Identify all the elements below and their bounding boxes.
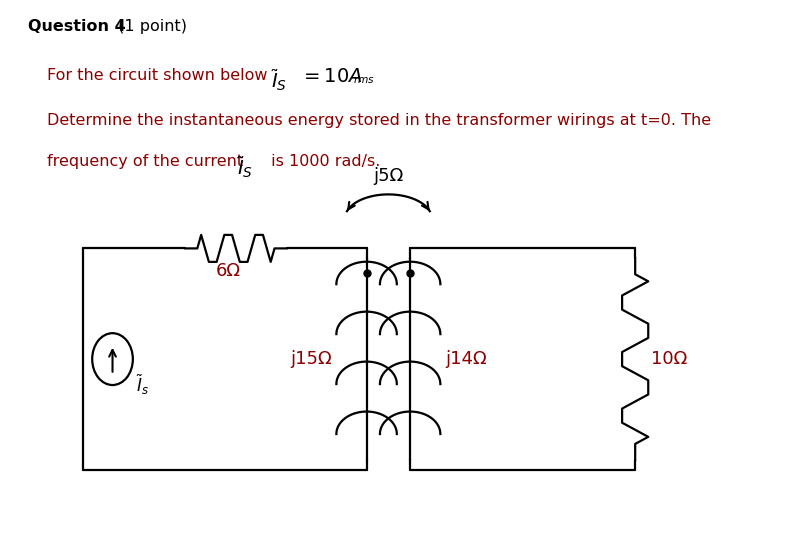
Text: $_{rms}$: $_{rms}$ [353,70,375,85]
Text: $= 10A$: $= 10A$ [300,68,363,86]
Text: 6Ω: 6Ω [216,262,241,280]
Text: 10Ω: 10Ω [651,350,688,368]
Text: (1 point): (1 point) [113,19,186,34]
Text: Question 4: Question 4 [27,19,126,34]
Text: $\widetilde{I}_S$: $\widetilde{I}_S$ [238,154,254,180]
Text: Determine the instantaneous energy stored in the transformer wirings at t=0. The: Determine the instantaneous energy store… [48,113,712,129]
Text: $\widetilde{I}_s$: $\widetilde{I}_s$ [135,373,148,397]
Text: is 1000 rad/s.: is 1000 rad/s. [267,154,380,169]
Text: frequency of the current: frequency of the current [48,154,248,169]
Text: $\widetilde{I}_S$: $\widetilde{I}_S$ [271,68,287,93]
Text: For the circuit shown below: For the circuit shown below [48,68,272,83]
Text: j5Ω: j5Ω [373,167,404,185]
Text: j15Ω: j15Ω [290,350,332,368]
Text: j14Ω: j14Ω [445,350,487,368]
